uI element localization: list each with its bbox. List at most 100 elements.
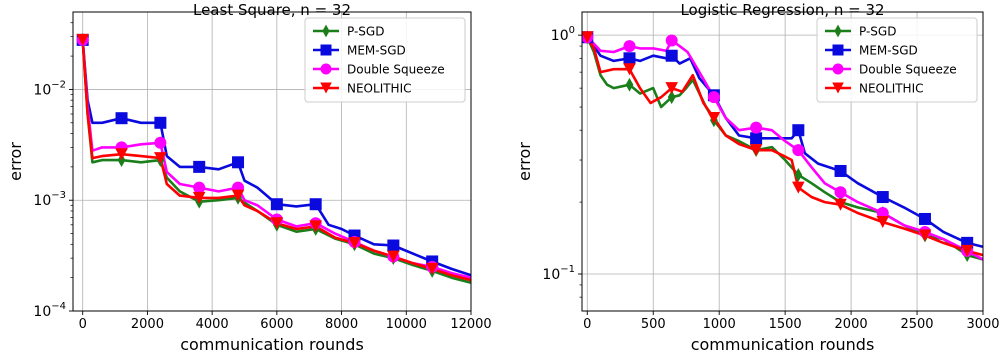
- y-tick-label: 10−3: [33, 190, 66, 209]
- data-point: [115, 112, 128, 125]
- y-tick-label: 100: [551, 25, 575, 44]
- x-tick-label: 2500: [900, 317, 933, 332]
- data-point: [750, 132, 763, 145]
- data-point: [154, 152, 167, 165]
- data-point: [270, 198, 283, 211]
- x-axis-label: communication rounds: [180, 335, 364, 354]
- data-point: [792, 144, 805, 157]
- legend: P-SGD MEM-SGD Double Squeeze NEOLITHIC: [816, 17, 978, 103]
- data-point: [667, 90, 676, 105]
- data-point: [707, 111, 721, 124]
- x-tick-label: 1500: [769, 317, 802, 332]
- data-point: [749, 144, 763, 157]
- x-tick-label: 500: [641, 317, 666, 332]
- legend-marker: [320, 82, 332, 94]
- data-point: [348, 237, 361, 250]
- data-point: [154, 136, 167, 149]
- data-point: [707, 91, 720, 104]
- data-point: [193, 181, 206, 194]
- legend-marker: [320, 63, 332, 75]
- data-point: [794, 167, 803, 182]
- chart-title: Logistic Regression, n = 32: [680, 1, 884, 19]
- x-axis-label: communication rounds: [691, 335, 875, 354]
- legend-box: [304, 17, 466, 103]
- legend-box: [816, 17, 978, 103]
- series-line-double-squeeze: [586, 36, 983, 261]
- x-tick-label: 2000: [835, 317, 868, 332]
- data-point: [792, 124, 805, 137]
- data-point: [876, 207, 889, 220]
- data-point: [425, 262, 439, 275]
- x-tick-label: 8000: [325, 317, 358, 332]
- chart-title: Least Square, n = 32: [193, 1, 351, 19]
- legend-label: MEM-SGD: [859, 44, 918, 58]
- data-point: [193, 160, 206, 173]
- legend-label: P-SGD: [347, 25, 384, 39]
- legend-marker: [832, 82, 844, 94]
- legend-label: P-SGD: [859, 25, 896, 39]
- x-tick-label: 6000: [260, 317, 293, 332]
- x-tick-label: 4000: [196, 317, 229, 332]
- data-point: [876, 191, 889, 204]
- data-point: [665, 82, 678, 95]
- data-point: [192, 191, 206, 204]
- legend: P-SGD MEM-SGD Double Squeeze NEOLITHIC: [304, 17, 466, 103]
- data-point: [750, 121, 763, 134]
- data-point: [270, 217, 284, 230]
- x-tick-label: 2000: [131, 317, 164, 332]
- data-point: [792, 181, 805, 194]
- y-tick-label: 10−4: [33, 301, 66, 320]
- series-line-mem-sgd: [586, 36, 983, 249]
- data-point: [960, 244, 974, 257]
- legend-marker: [832, 44, 844, 56]
- data-point: [918, 212, 931, 225]
- data-point: [665, 34, 678, 47]
- data-point: [876, 216, 890, 229]
- axes-frame: [72, 11, 472, 312]
- axes-frame: [581, 11, 984, 312]
- data-point: [309, 198, 322, 211]
- y-tick-label: 10−2: [33, 79, 66, 98]
- data-point: [232, 156, 245, 169]
- data-point: [834, 186, 847, 199]
- x-tick-label: 3000: [966, 317, 999, 332]
- data-point: [309, 220, 322, 233]
- y-axis-label: error: [6, 142, 25, 181]
- data-point: [582, 31, 594, 44]
- legend-marker: [832, 63, 844, 75]
- chart-2: 0 500 1000 1500 2000 2500 3000 10−1 100 Logistic …: [515, 1, 1000, 354]
- x-tick-label: 0: [583, 317, 591, 332]
- legend-label: NEOLITHIC: [859, 82, 924, 96]
- y-axis-label: error: [515, 142, 534, 181]
- plot-area: [76, 32, 471, 284]
- data-point: [665, 49, 678, 62]
- data-point: [834, 198, 847, 211]
- data-point: [834, 164, 847, 177]
- legend-label: Double Squeeze: [859, 63, 957, 77]
- series-line-neolithic: [586, 36, 983, 257]
- legend-marker: [322, 24, 330, 38]
- data-point: [115, 148, 128, 161]
- data-point: [625, 77, 634, 92]
- x-tick-label: 1000: [703, 317, 736, 332]
- data-point: [387, 250, 400, 263]
- data-point: [231, 189, 245, 202]
- data-point: [918, 229, 932, 242]
- legend-marker: [834, 24, 842, 38]
- legend-label: NEOLITHIC: [347, 82, 412, 96]
- plot-area: [582, 30, 983, 262]
- data-point: [387, 239, 400, 252]
- chart-1: 0 2000 4000 6000 8000 10000 12000 10−4 10−3 10−2 L…: [6, 1, 492, 354]
- data-point: [76, 33, 90, 46]
- y-tick-label: 10−1: [542, 264, 575, 283]
- x-tick-label: 0: [79, 317, 87, 332]
- legend-marker: [320, 44, 332, 56]
- x-tick-label: 10000: [386, 317, 427, 332]
- legend-label: Double Squeeze: [347, 63, 445, 77]
- data-point: [154, 116, 167, 129]
- data-point: [623, 63, 636, 76]
- x-tick-label: 12000: [450, 317, 491, 332]
- data-point: [623, 52, 636, 65]
- data-point: [623, 40, 636, 53]
